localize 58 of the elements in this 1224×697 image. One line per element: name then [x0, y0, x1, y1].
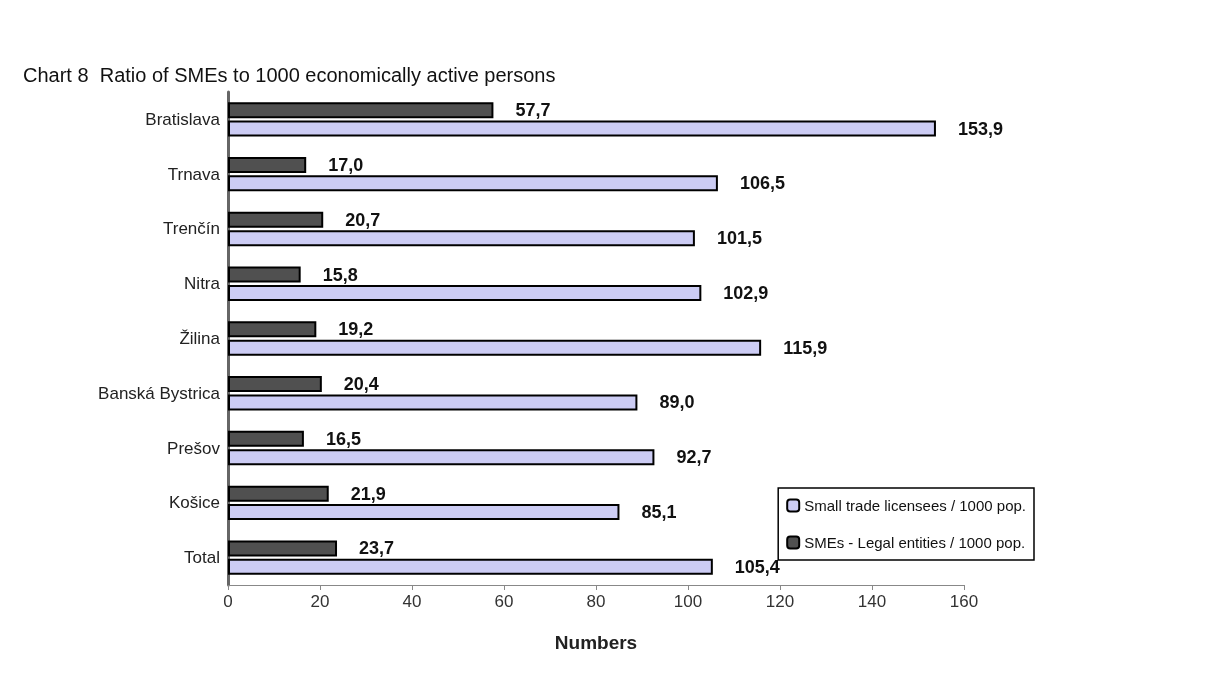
data-label: 102,9 — [723, 282, 769, 303]
y-tick-label: Banská Bystrica — [98, 383, 221, 403]
x-tick-label: 140 — [857, 592, 887, 611]
y-tick-label: Bratislava — [145, 109, 221, 129]
legend-label: Small trade licensees / 1000 pop. — [804, 497, 1027, 514]
bar — [228, 321, 317, 338]
bar — [228, 449, 655, 466]
x-tick-label: 40 — [402, 592, 422, 611]
data-label: 23,7 — [359, 538, 395, 559]
bar — [228, 376, 322, 393]
x-tick-label: 0 — [223, 592, 233, 611]
bar — [228, 339, 762, 356]
data-label: 101,5 — [716, 228, 762, 249]
data-label: 20,7 — [345, 209, 381, 230]
bar — [228, 504, 620, 521]
data-label: 16,5 — [325, 428, 361, 449]
x-axis-title: Numbers — [554, 632, 638, 653]
y-tick-label: Košice — [168, 493, 220, 513]
bar — [228, 102, 494, 119]
y-tick-label: Žilina — [179, 329, 221, 348]
data-label: 105,4 — [734, 556, 780, 577]
y-tick-label: Trenčín — [162, 219, 220, 239]
data-label: 85,1 — [641, 502, 677, 523]
data-label: 115,9 — [783, 337, 828, 358]
x-tick-label: 160 — [949, 592, 979, 611]
bar — [228, 558, 713, 575]
data-label: 106,5 — [739, 173, 785, 194]
data-label: 19,2 — [338, 319, 374, 340]
x-tick-label: 20 — [310, 592, 330, 611]
data-label: 92,7 — [676, 447, 712, 468]
x-tick-label: 100 — [673, 592, 703, 611]
x-tick-label: 80 — [586, 592, 606, 611]
data-label: 17,0 — [328, 154, 364, 175]
bar — [228, 211, 324, 228]
bar — [228, 175, 718, 192]
y-tick-label: Total — [184, 548, 220, 568]
x-tick-label: 60 — [494, 592, 514, 611]
bar — [228, 430, 304, 447]
data-label: 21,9 — [350, 483, 386, 504]
bar — [228, 156, 307, 173]
y-tick-label: Trnava — [167, 164, 221, 184]
x-tick-label: 120 — [765, 592, 795, 611]
bar — [228, 540, 338, 557]
data-label: 57,7 — [515, 100, 551, 121]
bar — [228, 230, 695, 247]
y-tick-label: Nitra — [184, 274, 221, 294]
chart-title: Chart 8 Ratio of SMEs to 1000 economically active persons — [23, 64, 556, 86]
data-label: 20,4 — [343, 374, 379, 395]
bar — [228, 266, 301, 283]
bar — [228, 394, 638, 411]
data-label: 153,9 — [957, 118, 1003, 139]
legend-label: SMEs - Legal entities / 1000 pop. — [804, 534, 1026, 551]
data-label: 15,8 — [322, 264, 358, 285]
bar — [228, 284, 702, 301]
data-label: 89,0 — [659, 392, 695, 413]
y-tick-label: Prešov — [167, 438, 221, 458]
bar — [228, 485, 329, 502]
bar — [228, 120, 936, 137]
